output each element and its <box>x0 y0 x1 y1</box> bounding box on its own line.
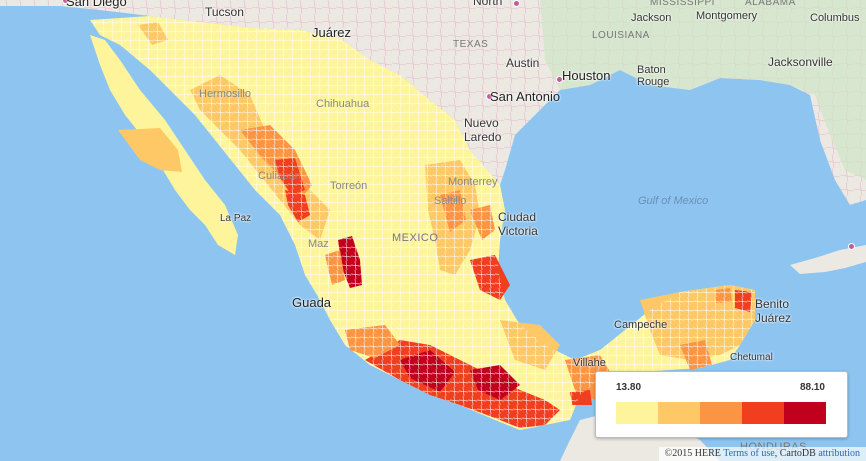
label-chihuahua: Chihuahua <box>316 98 370 110</box>
attribution-bar: ©2015 HERE Terms of use, CartoDB attribu… <box>658 447 866 461</box>
label-alabama: ALABAMA <box>745 0 796 8</box>
attribution-link[interactable]: attribution <box>818 448 860 459</box>
label-monterrey: Monterrey <box>448 176 498 188</box>
label-saltillo: Saltillo <box>434 195 467 207</box>
label-juarez: Juárez <box>312 25 352 40</box>
legend-swatch <box>658 402 700 424</box>
label-chetumal: Chetumal <box>730 352 773 363</box>
label-baton-rouge: Baton Rouge <box>637 64 670 88</box>
city-dot <box>486 93 493 100</box>
legend-swatch <box>700 402 742 424</box>
attribution-copyright: ©2015 HERE <box>664 448 721 459</box>
label-houston: Houston <box>562 68 611 83</box>
label-louisiana: LOUISIANA <box>592 30 650 41</box>
city-dot <box>513 0 520 7</box>
label-benito-juarez: Benito Juárez <box>755 297 792 325</box>
terms-of-use-link[interactable]: Terms of use <box>723 448 775 459</box>
legend-color-scale <box>616 402 826 424</box>
legend-swatch <box>742 402 784 424</box>
label-san-diego: San Diego <box>66 0 127 9</box>
legend-max: 88.10 <box>799 382 825 393</box>
label-hermosillo: Hermosillo <box>199 88 251 100</box>
label-jackson: Jackson <box>631 12 672 24</box>
label-torreon: Torreón <box>330 180 368 192</box>
label-mississippi: MISSISSIPPI <box>650 0 715 8</box>
label-jacksonville: Jacksonville <box>768 55 833 69</box>
label-austin: Austin <box>506 56 540 70</box>
label-guadalajara: Guada <box>292 295 332 310</box>
label-ciudad-victoria: Ciudad Victoria <box>498 210 538 238</box>
label-nuevo-laredo: Nuevo Laredo <box>464 116 502 144</box>
label-mazatlan: Maz <box>308 238 329 250</box>
label-mexico: MEXICO <box>392 232 439 244</box>
legend-swatch <box>616 402 658 424</box>
label-montgomery: Montgomery <box>696 10 758 22</box>
legend: 13.80 88.10 <box>595 371 848 438</box>
label-villahermosa: Villahe <box>573 357 606 369</box>
attribution-carto: CartoDB <box>779 448 816 459</box>
label-north: North <box>473 0 503 8</box>
city-dot <box>848 243 855 250</box>
label-campeche: Campeche <box>614 319 668 331</box>
city-dot <box>556 76 563 83</box>
label-texas: TEXAS <box>453 39 489 50</box>
label-san-antonio: San Antonio <box>490 89 561 104</box>
city-dot <box>62 0 69 4</box>
label-tucson: Tucson <box>205 5 244 19</box>
legend-min: 13.80 <box>616 382 642 393</box>
label-gulf-of-mexico: Gulf of Mexico <box>638 195 709 207</box>
label-culiacan: Culiacán <box>258 170 301 182</box>
legend-swatch <box>784 402 826 424</box>
cuba <box>790 245 866 274</box>
label-columbus: Columbus <box>810 12 860 24</box>
label-la-paz: La Paz <box>220 213 252 224</box>
